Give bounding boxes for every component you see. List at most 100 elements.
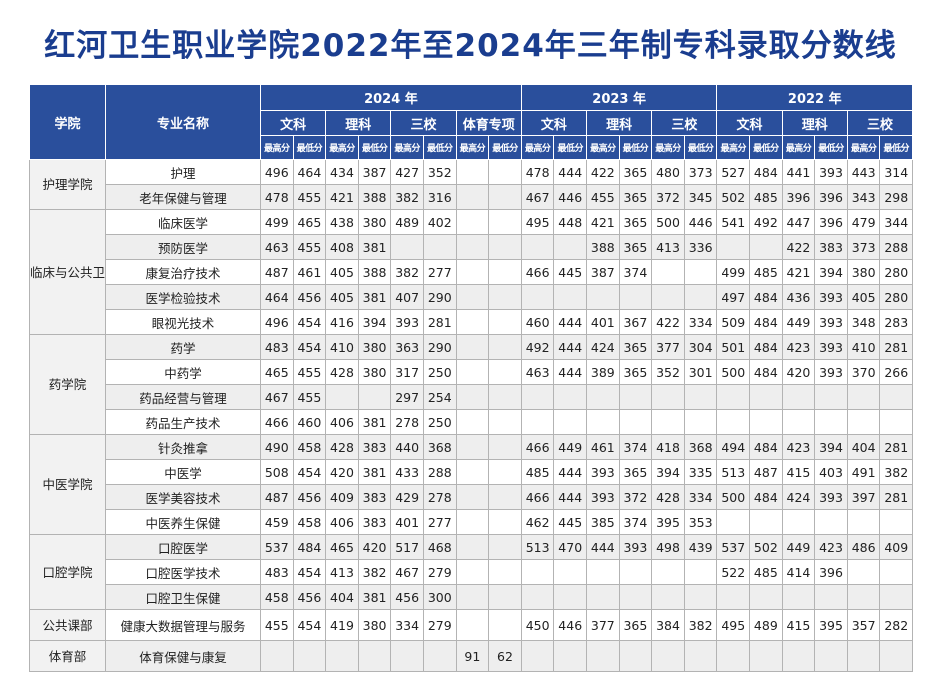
score-cell [553,234,588,260]
score-cell: 458 [292,434,327,460]
score-cell: 250 [422,359,457,385]
score-cell: 466 [520,484,555,510]
score-cell: 446 [683,209,718,235]
score-cell: 381 [357,584,392,610]
score-cell [651,409,685,435]
table-row: 口腔学院 口腔医学 537 484 465 420 517 468 513 470 444 393 49… [29,534,914,610]
score-cell: 467 [390,559,424,585]
score-cell: 388 [357,184,392,210]
score-cell: 541 [716,209,751,235]
score-cell: 408 [325,234,359,260]
score-cell: 428 [325,359,359,385]
score-cell: 370 [846,359,881,385]
table-row: 医学美容技术 487 456 409 383 429 278 466 444 393 372 428 3… [30,484,914,510]
score-cell [553,559,588,585]
score-cell [455,534,490,560]
score-cell: 463 [520,359,555,385]
major-cell: 老年保健与管理 [105,184,261,210]
score-cell: 382 [879,459,914,485]
score-cell: 298 [879,184,914,210]
college-cell: 药学院 [29,334,106,435]
header-max-score: 最高分 [586,135,620,160]
score-cell: 517 [390,534,424,560]
major-cell: 口腔卫生保健 [105,584,261,610]
header-min-score: 最低分 [618,135,653,160]
score-cell: 537 [716,534,751,560]
header-category: 文科 [520,110,588,136]
score-cell: 446 [553,184,588,210]
header-max-score: 最高分 [325,135,359,160]
header-min-score: 最低分 [488,135,522,160]
score-cell: 424 [781,484,816,510]
score-cell [846,640,881,672]
score-cell [455,484,490,510]
score-cell [455,559,490,585]
table-row: 医学检验技术 464 456 405 381 407 290 497 484 436 393 405 2… [30,284,914,310]
score-cell: 459 [260,509,294,535]
table-row: 护理学院 护理 496 464 434 387 427 352 478 444 422 365 480 3… [29,159,914,210]
score-cell: 368 [683,434,718,460]
score-cell: 484 [292,534,327,560]
score-cell: 492 [749,209,783,235]
score-cell: 470 [553,534,588,560]
score-cell: 456 [390,584,424,610]
score-cell [553,384,588,410]
score-cell: 280 [879,259,914,285]
score-cell: 455 [292,359,327,385]
score-cell: 384 [651,609,685,641]
header-max-score: 最高分 [260,135,294,160]
major-cell: 预防医学 [105,234,261,260]
score-cell: 440 [390,434,424,460]
score-cell: 393 [618,534,653,560]
score-cell [488,409,522,435]
score-cell: 300 [422,584,457,610]
score-cell: 461 [292,259,327,285]
score-cell: 388 [357,259,392,285]
score-cell: 455 [260,609,294,641]
score-cell: 380 [846,259,881,285]
table-row: 口腔医学技术 483 454 413 382 467 279 522 485 414 396 [30,559,914,585]
score-cell: 465 [292,209,327,235]
score-cell: 502 [716,184,751,210]
score-cell [846,559,881,585]
header-category: 文科 [716,110,783,136]
header-category: 理科 [586,110,653,136]
header-min-score: 最低分 [683,135,718,160]
header-year-2023: 2023 年 [520,84,718,111]
header-min-score: 最低分 [357,135,392,160]
score-cell [488,259,522,285]
score-cell: 407 [390,284,424,310]
score-cell: 396 [781,184,816,210]
header-category: 理科 [781,110,848,136]
score-cell: 460 [520,309,555,335]
header-min-score: 最低分 [553,135,588,160]
score-cell: 62 [488,640,522,672]
score-cell: 420 [325,459,359,485]
score-cell: 483 [260,559,294,585]
score-cell: 383 [357,484,392,510]
score-cell: 393 [814,334,848,360]
score-cell: 416 [325,309,359,335]
score-cell: 423 [781,334,816,360]
score-cell: 290 [422,334,457,360]
page-title: 红河卫生职业学院2022年至2024年三年制专科录取分数线 [44,27,897,64]
header-major: 专业名称 [105,84,261,160]
score-cell: 278 [390,409,424,435]
score-cell: 413 [325,559,359,585]
score-cell: 433 [390,459,424,485]
score-cell: 91 [455,640,490,672]
score-cell [488,459,522,485]
score-cell [488,359,522,385]
score-cell: 462 [520,509,555,535]
table-row: 中医养生保健 459 458 406 383 401 277 462 445 385 374 395 3… [30,509,914,535]
score-cell [455,209,490,235]
score-cell [455,459,490,485]
score-cell: 484 [749,484,783,510]
score-cell: 288 [422,459,457,485]
score-cell [390,640,424,672]
score-cell: 444 [586,534,620,560]
score-cell [455,159,490,185]
score-cell [488,334,522,360]
header-max-score: 最高分 [390,135,424,160]
score-cell [716,384,751,410]
